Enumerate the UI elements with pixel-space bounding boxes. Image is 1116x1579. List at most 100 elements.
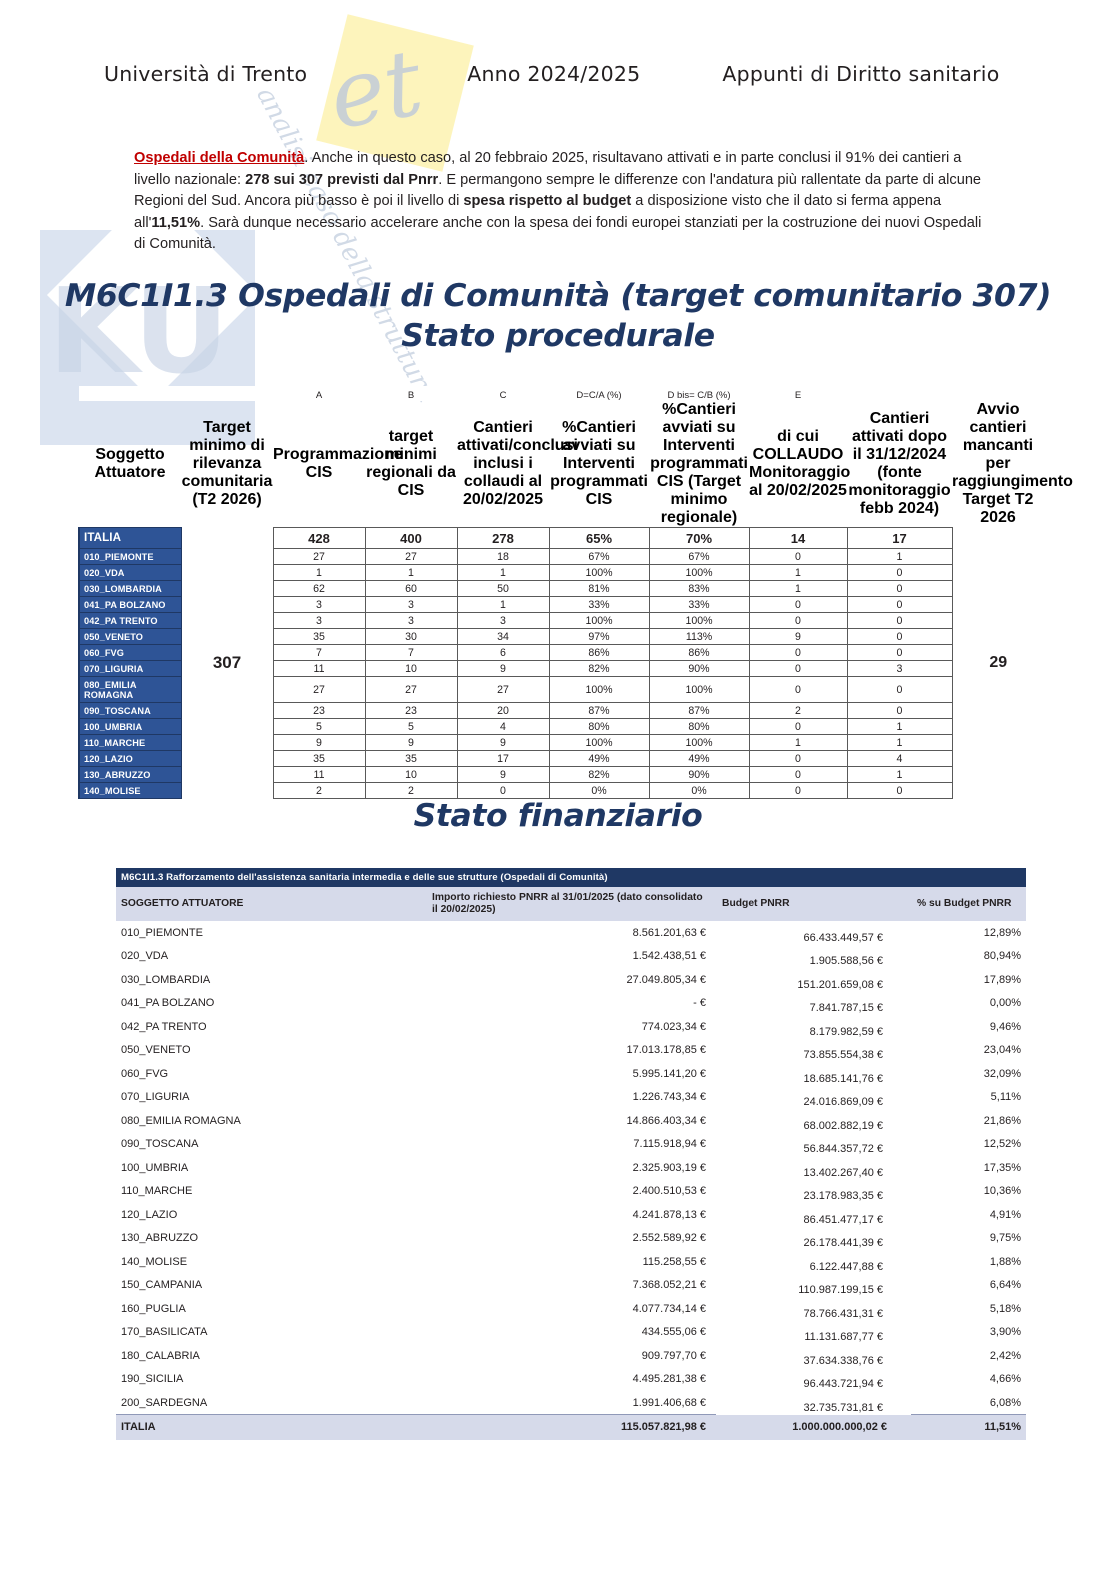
table1-cell-target-regionale: 60 [364,580,458,597]
table1-row-label: 050_VENETO [78,628,182,645]
table1-cell-programmazione: 35 [272,750,366,767]
table2-cell-importo: 2.400.510,53 € [426,1179,717,1203]
table2-cell-soggetto: 100_UMBRIA [116,1156,426,1180]
table2-cell-budget: 151.201.659,08 € [716,973,912,997]
body-paragraph: Ospedali della Comunità. Anche in questo… [134,148,982,256]
table1-row-label: 070_LIGURIA [78,660,182,677]
col-letter-dbis: D bis= C/B (%) [649,386,749,401]
table2-row: 170_BASILICATA 434.555,06 €11.131.687,77 … [116,1320,1027,1349]
table2-cell-soggetto: 070_LIGURIA [116,1085,426,1109]
table1-row: 080_EMILIA ROMAGNA 27 27 27 100% 100% 0 0 [78,676,1044,703]
table2-cell-soggetto: 060_FVG [116,1062,426,1086]
table2-cell-soggetto: 030_LOMBARDIA [116,968,426,992]
table2-cell-percentuale: 12,52% [911,1132,1027,1156]
table1-row-label: 080_EMILIA ROMAGNA [78,676,182,703]
table1-row: ITALIA 307 428 400 278 65% 70% 14 17 29 [78,527,1044,799]
section-title-procedurale: M6C1I1.3 Ospedali di Comunità (target co… [0,276,1116,356]
section-title-finanziario: Stato finanziario [413,798,703,834]
table2-cell-budget: 23.178.983,35 € [716,1184,912,1208]
table1-row-label: 041_PA BOLZANO [78,596,182,613]
table2-total-row: ITALIA 115.057.821,98 €1.000.000.000,02 €… [116,1414,1027,1440]
table2-cell-budget: 32.735.731,81 € [716,1396,912,1420]
table2-cell-soggetto: 190_SICILIA [116,1367,426,1391]
document-running-header: Università di Trento Anno 2024/2025 Appu… [0,62,1116,86]
table2-cell-soggetto: 010_PIEMONTE [116,921,426,945]
table2-cell-percentuale: 4,91% [911,1203,1027,1227]
th-target-minimo: Target minimo di rilevanza comunitaria (… [181,419,273,509]
table1-cell-cantieri-attivati: 20 [456,702,550,719]
table2-cell-importo: 115.057.821,98 € [426,1414,717,1440]
table2-cell-budget: 7.841.787,15 € [716,996,912,1020]
table1-cell-pct-programmati: 87% [548,702,650,719]
table2-cell-soggetto: 140_MOLISE [116,1250,426,1274]
table1-cell-target-regionale: 23 [364,702,458,719]
header-academic-year: Anno 2024/2025 [467,62,641,86]
table1-cell-programmazione: 35 [272,628,366,645]
table1-cell-programmazione: 3 [272,596,366,613]
table2-cell-percentuale: 11,51% [911,1414,1027,1440]
table1-cell-dopo-2024: 0 [846,596,953,613]
col-letter-b: B [365,386,457,401]
table1-cell-pct-target-regionale: 100% [648,676,750,703]
table1-cell-target-regionale: 35 [364,750,458,767]
table1-cell-target-regionale: 27 [364,676,458,703]
table1-cell-pct-programmati: 86% [548,644,650,661]
table2-cell-budget: 1.905.588,56 € [716,949,912,973]
th2-importo-richiesto: Importo richiesto PNRR al 31/01/2025 (da… [426,887,717,921]
table2-cell-percentuale: 9,46% [911,1015,1027,1039]
table2-row: 130_ABRUZZO 2.552.589,92 €26.178.441,39 €… [116,1226,1027,1255]
table1-cell-pct-programmati: 100% [548,612,650,629]
section-title-line2: Stato procedurale [401,318,715,354]
table1-cell-cantieri-attivati: 9 [456,660,550,677]
table1-cell-dopo-2024: 0 [846,782,953,799]
table2-cell-percentuale: 4,66% [911,1367,1027,1391]
table1-cell-programmazione: 2 [272,782,366,799]
section-title-line1: M6C1I1.3 Ospedali di Comunità (target co… [64,278,1052,314]
table1-target-minimo-value: 307 [181,527,273,799]
table2-row: 041_PA BOLZANO - €7.841.787,15 €0,00% [116,991,1027,1020]
table1-cell-cantieri-attivati: 34 [456,628,550,645]
table2-row: 030_LOMBARDIA 27.049.805,34 €151.201.659,… [116,968,1027,997]
table1-cell-target-regionale: 3 [364,596,458,613]
table2-cell-budget: 66.433.449,57 € [716,926,912,950]
table1-cell-programmazione: 5 [272,718,366,735]
table2-row: 100_UMBRIA 2.325.903,19 €13.402.267,40 €1… [116,1156,1027,1185]
table2-cell-soggetto: 080_EMILIA ROMAGNA [116,1109,426,1133]
table1-row: 041_PA BOLZANO 3 3 1 33% 33% 0 0 [78,596,1044,613]
table1-cell-cantieri-attivati: 18 [456,548,550,565]
paragraph-text-4: . Sarà dunque necessario accelerare anch… [134,214,982,253]
table1-cell-collaudo: 0 [748,750,848,767]
table1-cell-dopo-2024: 1 [846,718,953,735]
table2-row: 010_PIEMONTE 8.561.201,63 €66.433.449,57 … [116,921,1027,950]
table1-cell-cantieri-attivati: 6 [456,644,550,661]
table2-cell-budget: 18.685.141,76 € [716,1067,912,1091]
table2-row: 070_LIGURIA 1.226.743,34 €24.016.869,09 €… [116,1085,1027,1114]
paragraph-text-2: . E permangono sempre le differenze con … [134,171,982,210]
table1-cell-collaudo: 0 [748,782,848,799]
table2-band-empty-2 [911,868,1027,887]
table-procedurale: A B C D=C/A (%) D bis= C/B (%) E Soggett… [78,386,1073,799]
table1-row-label-italia: ITALIA [78,527,182,549]
table2-cell-percentuale: 1,88% [911,1250,1027,1274]
table2-cell-importo: 17.013.178,85 € [426,1038,717,1062]
th-avvio-mancanti: Avvio cantieri mancanti per raggiungimen… [952,401,1073,527]
table1-cell-pct-programmati: 0% [548,782,650,799]
table2-cell-importo: 14.866.403,34 € [426,1109,717,1133]
th-programmazione-cis: Programmazione CIS [273,446,403,481]
table2-row: 180_CALABRIA 909.797,70 €37.634.338,76 €2… [116,1344,1027,1373]
table1-cell-pct-target-regionale: 67% [648,548,750,565]
table1-row: 050_VENETO 35 30 34 97% 113% 9 0 [78,628,1044,645]
table1-cell-collaudo: 0 [748,676,848,703]
table1-cell-pct-programmati: 49% [548,750,650,767]
table1-cell-pct-programmati: 65% [548,527,650,549]
table2-cell-budget: 86.451.477,17 € [716,1208,912,1232]
th2-pct-budget-pnrr: % su Budget PNRR [911,887,1027,921]
table2-cell-budget: 37.634.338,76 € [716,1349,912,1373]
table1-cell-collaudo: 0 [748,718,848,735]
table1-cell-dopo-2024: 0 [846,612,953,629]
table1-cell-pct-target-regionale: 70% [648,527,750,549]
table1-cell-pct-programmati: 81% [548,580,650,597]
table2-cell-soggetto: 110_MARCHE [116,1179,426,1203]
table2-cell-importo: 1.542.438,51 € [426,944,717,968]
table1-row: 090_TOSCANA 23 23 20 87% 87% 2 0 [78,702,1044,719]
